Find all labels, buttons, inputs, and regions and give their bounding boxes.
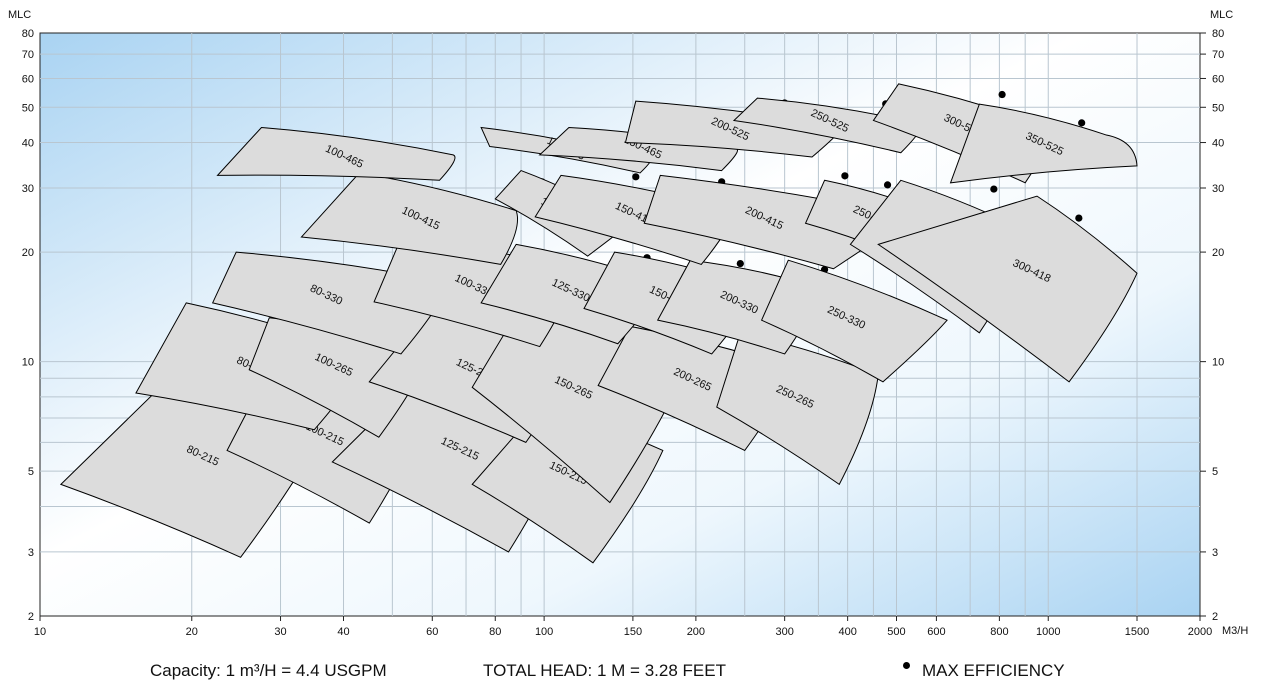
x-tick-label: 2000 [1188, 626, 1212, 638]
x-tick-label: 500 [887, 626, 905, 638]
y-tick-label-right: 20 [1212, 247, 1224, 259]
y-tick-label-right: 50 [1212, 102, 1224, 114]
max-efficiency-point [632, 173, 640, 181]
y-tick-label-left: 30 [22, 183, 34, 195]
x-tick-label: 400 [838, 626, 856, 638]
y-tick-label-right: 60 [1212, 73, 1224, 85]
x-tick-label: 800 [990, 626, 1008, 638]
zone-100-415: 100-415 [300, 172, 546, 265]
x-tick-label: 60 [426, 626, 438, 638]
legend: MAX EFFICIENCY [903, 661, 1065, 681]
zone-shape [216, 126, 456, 181]
x-tick-label: 300 [775, 626, 793, 638]
zone-250-330: 250-330 [760, 259, 948, 383]
y-tick-label-right: 80 [1212, 28, 1224, 40]
performance-chart: 80-215100-215125-215150-21580-265100-265… [8, 9, 1248, 638]
y-unit-label-left: MLC [8, 9, 31, 21]
y-tick-label-left: 5 [28, 466, 34, 478]
zone-300-418: 300-418 [877, 195, 1138, 383]
x-tick-label: 200 [687, 626, 705, 638]
y-tick-label-right: 5 [1212, 466, 1218, 478]
max-efficiency-point [998, 90, 1006, 99]
max-efficiency-point [1078, 119, 1086, 127]
zone-shape [716, 332, 879, 486]
pump-zones: 80-215100-215125-215150-21580-265100-265… [59, 83, 1138, 564]
x-tick-label: 30 [274, 626, 286, 638]
zone-250-265: 250-265 [716, 332, 879, 486]
max-efficiency-point [990, 185, 998, 193]
y-tick-label-right: 3 [1212, 547, 1218, 559]
x-tick-label: 100 [535, 626, 553, 638]
x-tick-label: 150 [624, 626, 642, 638]
x-tick-label: 1500 [1125, 626, 1149, 638]
zone-shape [877, 195, 1138, 383]
max-efficiency-point [1075, 214, 1083, 222]
max-efficiency-point [736, 259, 744, 268]
legend-label: MAX EFFICIENCY [922, 661, 1065, 680]
x-tick-label: 600 [927, 626, 945, 638]
y-tick-label-right: 2 [1212, 611, 1218, 623]
y-tick-label-left: 40 [22, 138, 34, 150]
y-tick-label-left: 80 [22, 28, 34, 40]
zone-shape [949, 103, 1138, 184]
capacity-note: Capacity: 1 m³/H = 4.4 USGPM [150, 661, 387, 680]
x-tick-label: 1000 [1036, 626, 1060, 638]
y-unit-label-right: MLC [1210, 9, 1233, 21]
zone-350-525: 350-525 [949, 103, 1138, 184]
y-tick-label-left: 70 [22, 49, 34, 61]
total-head-note: TOTAL HEAD: 1 M = 3.28 FEET [483, 661, 726, 680]
y-tick-label-right: 40 [1212, 138, 1224, 150]
y-tick-label-right: 30 [1212, 183, 1224, 195]
x-tick-label: 20 [186, 626, 198, 638]
y-tick-label-left: 2 [28, 611, 34, 623]
y-tick-label-left: 50 [22, 102, 34, 114]
x-tick-label: 80 [489, 626, 501, 638]
y-tick-label-left: 3 [28, 547, 34, 559]
max-efficiency-dot-icon [903, 662, 910, 670]
y-tick-label-left: 60 [22, 73, 34, 85]
x-tick-label: 10 [34, 626, 46, 638]
max-efficiency-point [841, 172, 849, 180]
max-efficiency-point [883, 181, 892, 189]
y-tick-label-left: 10 [22, 357, 34, 369]
zone-shape [760, 259, 948, 383]
y-tick-label-right: 70 [1212, 49, 1224, 61]
zone-100-465: 100-465 [216, 126, 494, 181]
y-tick-label-left: 20 [22, 247, 34, 259]
x-tick-label: 40 [337, 626, 349, 638]
zone-shape [300, 172, 519, 265]
x-unit-label: M3/H [1222, 625, 1248, 637]
y-tick-label-right: 10 [1212, 357, 1224, 369]
axes: 10 20 30 40 60 80 100 150 200 300 400 500 600 800 1000… [22, 28, 1225, 638]
